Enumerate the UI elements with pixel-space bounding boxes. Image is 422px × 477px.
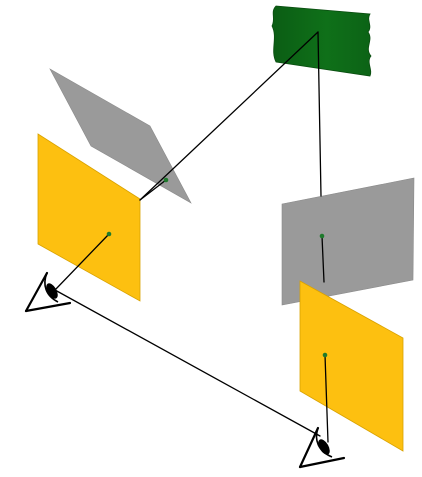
left-gray-plane <box>49 68 192 204</box>
left-yellow-screen <box>37 133 141 302</box>
right-gray-plane <box>281 177 415 306</box>
point-right-screen <box>322 352 328 358</box>
point-left-screen <box>106 231 112 237</box>
ray-right-screen-to-right-eye <box>324 354 329 443</box>
point-left-plane <box>163 177 169 183</box>
left-eye-icon <box>24 271 72 313</box>
ray-right-plane-down <box>321 235 325 283</box>
ray-left-plane-to-left-eye <box>139 179 167 201</box>
right-yellow-screen <box>299 280 404 452</box>
ray-left-screen-to-left-eye <box>54 233 110 291</box>
ray-flag-to-left-plane <box>139 31 319 201</box>
ray-flag-to-right-plane <box>317 31 322 197</box>
baseline-between-eyes <box>54 289 321 437</box>
right-eye-icon <box>298 426 346 469</box>
flag-icon <box>271 5 372 77</box>
point-right-plane <box>319 233 325 239</box>
